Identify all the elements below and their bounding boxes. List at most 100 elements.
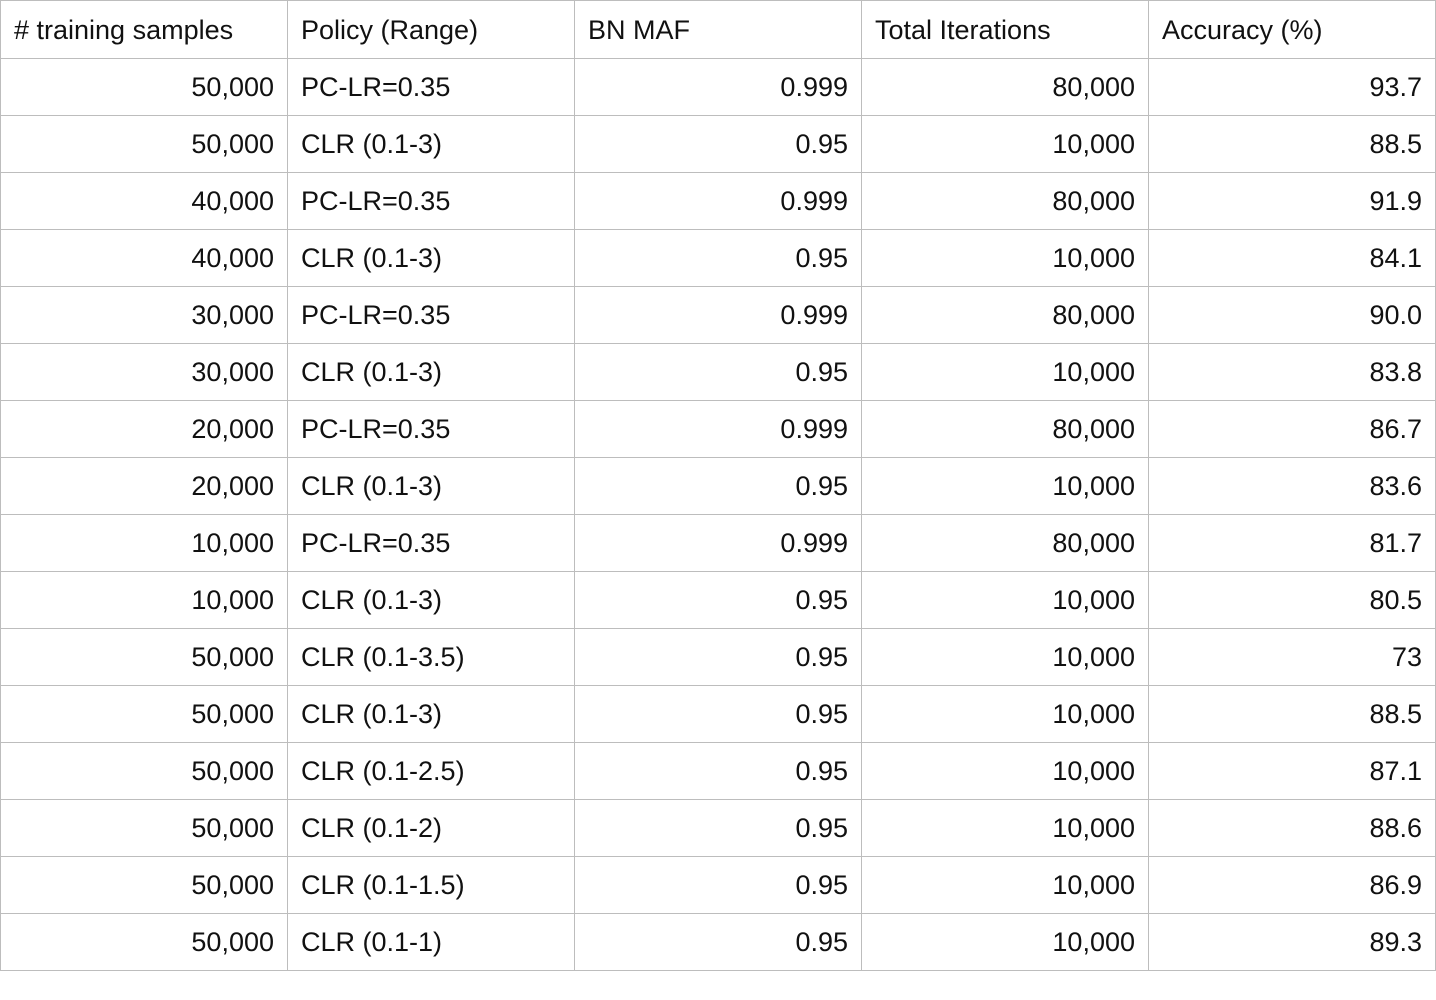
table-row: 50,000 CLR (0.1-1.5) 0.95 10,000 86.9 (0, 856, 1436, 914)
cell-training-samples: 50,000 (0, 799, 288, 857)
table-row: 20,000 PC-LR=0.35 0.999 80,000 86.7 (0, 400, 1436, 458)
cell-bn-maf: 0.999 (574, 58, 862, 116)
cell-total-iterations: 10,000 (861, 799, 1149, 857)
cell-policy-range: CLR (0.1-2.5) (287, 742, 575, 800)
header-policy-range: Policy (Range) (287, 0, 575, 59)
table-row: 50,000 CLR (0.1-3) 0.95 10,000 88.5 (0, 685, 1436, 743)
cell-bn-maf: 0.95 (574, 115, 862, 173)
table-row: 50,000 PC-LR=0.35 0.999 80,000 93.7 (0, 58, 1436, 116)
cell-total-iterations: 10,000 (861, 742, 1149, 800)
cell-bn-maf: 0.95 (574, 571, 862, 629)
cell-policy-range: PC-LR=0.35 (287, 400, 575, 458)
cell-accuracy: 81.7 (1148, 514, 1436, 572)
table-row: 50,000 CLR (0.1-3.5) 0.95 10,000 73 (0, 628, 1436, 686)
cell-policy-range: CLR (0.1-2) (287, 799, 575, 857)
cell-bn-maf: 0.999 (574, 400, 862, 458)
cell-bn-maf: 0.95 (574, 913, 862, 971)
table-row: 30,000 CLR (0.1-3) 0.95 10,000 83.8 (0, 343, 1436, 401)
cell-policy-range: CLR (0.1-3) (287, 571, 575, 629)
cell-total-iterations: 80,000 (861, 58, 1149, 116)
cell-training-samples: 20,000 (0, 400, 288, 458)
table-row: 30,000 PC-LR=0.35 0.999 80,000 90.0 (0, 286, 1436, 344)
table-row: 40,000 PC-LR=0.35 0.999 80,000 91.9 (0, 172, 1436, 230)
cell-training-samples: 40,000 (0, 229, 288, 287)
cell-total-iterations: 80,000 (861, 172, 1149, 230)
cell-bn-maf: 0.999 (574, 286, 862, 344)
cell-accuracy: 91.9 (1148, 172, 1436, 230)
cell-total-iterations: 10,000 (861, 457, 1149, 515)
cell-total-iterations: 10,000 (861, 343, 1149, 401)
cell-total-iterations: 10,000 (861, 685, 1149, 743)
table-row: 50,000 CLR (0.1-2.5) 0.95 10,000 87.1 (0, 742, 1436, 800)
cell-accuracy: 73 (1148, 628, 1436, 686)
cell-bn-maf: 0.95 (574, 685, 862, 743)
cell-policy-range: PC-LR=0.35 (287, 286, 575, 344)
cell-accuracy: 93.7 (1148, 58, 1436, 116)
cell-total-iterations: 10,000 (861, 229, 1149, 287)
cell-policy-range: CLR (0.1-3) (287, 229, 575, 287)
cell-policy-range: CLR (0.1-3) (287, 343, 575, 401)
cell-bn-maf: 0.999 (574, 172, 862, 230)
cell-training-samples: 30,000 (0, 343, 288, 401)
cell-policy-range: PC-LR=0.35 (287, 514, 575, 572)
cell-accuracy: 88.5 (1148, 115, 1436, 173)
header-bn-maf: BN MAF (574, 0, 862, 59)
cell-accuracy: 83.6 (1148, 457, 1436, 515)
cell-total-iterations: 10,000 (861, 571, 1149, 629)
cell-accuracy: 89.3 (1148, 913, 1436, 971)
cell-training-samples: 50,000 (0, 115, 288, 173)
cell-policy-range: CLR (0.1-1.5) (287, 856, 575, 914)
cell-training-samples: 40,000 (0, 172, 288, 230)
cell-bn-maf: 0.95 (574, 742, 862, 800)
results-table: # training samples Policy (Range) BN MAF… (0, 0, 1436, 971)
cell-accuracy: 88.5 (1148, 685, 1436, 743)
table-row: 50,000 CLR (0.1-3) 0.95 10,000 88.5 (0, 115, 1436, 173)
cell-accuracy: 86.7 (1148, 400, 1436, 458)
header-total-iterations: Total Iterations (861, 0, 1149, 59)
table-header: # training samples Policy (Range) BN MAF… (0, 0, 1436, 59)
header-row: # training samples Policy (Range) BN MAF… (0, 0, 1436, 59)
cell-bn-maf: 0.95 (574, 799, 862, 857)
cell-bn-maf: 0.95 (574, 229, 862, 287)
cell-policy-range: CLR (0.1-3) (287, 457, 575, 515)
cell-total-iterations: 80,000 (861, 400, 1149, 458)
cell-training-samples: 50,000 (0, 913, 288, 971)
cell-training-samples: 20,000 (0, 457, 288, 515)
table-row: 20,000 CLR (0.1-3) 0.95 10,000 83.6 (0, 457, 1436, 515)
cell-bn-maf: 0.95 (574, 457, 862, 515)
cell-accuracy: 90.0 (1148, 286, 1436, 344)
cell-accuracy: 87.1 (1148, 742, 1436, 800)
table-row: 10,000 PC-LR=0.35 0.999 80,000 81.7 (0, 514, 1436, 572)
table-body: 50,000 PC-LR=0.35 0.999 80,000 93.7 50,000 CLR… (0, 58, 1436, 971)
cell-policy-range: PC-LR=0.35 (287, 172, 575, 230)
cell-accuracy: 88.6 (1148, 799, 1436, 857)
table-row: 50,000 CLR (0.1-1) 0.95 10,000 89.3 (0, 913, 1436, 971)
cell-training-samples: 50,000 (0, 58, 288, 116)
cell-policy-range: CLR (0.1-1) (287, 913, 575, 971)
cell-policy-range: CLR (0.1-3) (287, 685, 575, 743)
cell-bn-maf: 0.999 (574, 514, 862, 572)
cell-accuracy: 84.1 (1148, 229, 1436, 287)
cell-bn-maf: 0.95 (574, 343, 862, 401)
header-training-samples: # training samples (0, 0, 288, 59)
cell-training-samples: 50,000 (0, 742, 288, 800)
cell-training-samples: 10,000 (0, 571, 288, 629)
table-row: 50,000 CLR (0.1-2) 0.95 10,000 88.6 (0, 799, 1436, 857)
cell-training-samples: 50,000 (0, 685, 288, 743)
cell-policy-range: PC-LR=0.35 (287, 58, 575, 116)
cell-bn-maf: 0.95 (574, 856, 862, 914)
cell-accuracy: 86.9 (1148, 856, 1436, 914)
cell-bn-maf: 0.95 (574, 628, 862, 686)
cell-accuracy: 80.5 (1148, 571, 1436, 629)
cell-total-iterations: 80,000 (861, 514, 1149, 572)
cell-total-iterations: 10,000 (861, 913, 1149, 971)
cell-policy-range: CLR (0.1-3.5) (287, 628, 575, 686)
cell-training-samples: 50,000 (0, 628, 288, 686)
cell-total-iterations: 80,000 (861, 286, 1149, 344)
cell-training-samples: 30,000 (0, 286, 288, 344)
cell-total-iterations: 10,000 (861, 115, 1149, 173)
cell-policy-range: CLR (0.1-3) (287, 115, 575, 173)
cell-training-samples: 10,000 (0, 514, 288, 572)
header-accuracy: Accuracy (%) (1148, 0, 1436, 59)
cell-accuracy: 83.8 (1148, 343, 1436, 401)
